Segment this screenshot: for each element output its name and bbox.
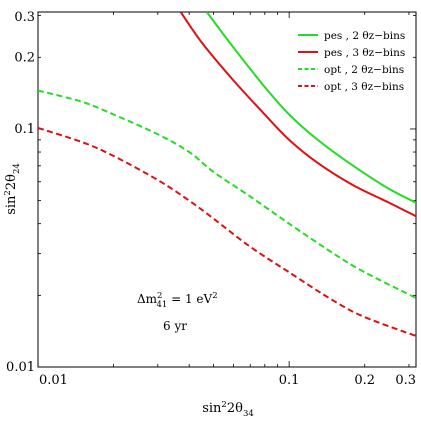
y-axis-label: sin22θ24 bbox=[3, 163, 22, 215]
series-line-2 bbox=[179, 12, 416, 218]
legend-label: opt , 3 θz−bins bbox=[324, 81, 404, 93]
series-group bbox=[38, 12, 416, 337]
legend-label: pes , 2 θz−bins bbox=[324, 30, 405, 42]
series-line-4 bbox=[38, 126, 416, 337]
y-tick-label: 0.2 bbox=[14, 50, 35, 65]
annotation-mass: Δm2 41 = 1 eV2 bbox=[137, 291, 218, 310]
legend: pes , 2 θz−bins pes , 3 θz−bins opt , 2 θz… bbox=[298, 30, 405, 93]
legend-label: opt , 2 θz−bins bbox=[324, 64, 404, 76]
tick-labels: 0.01 0.1 0.2 0.3 0.01 0.1 0.2 0.3 bbox=[6, 10, 416, 388]
plot-background bbox=[37, 11, 417, 368]
y-tick-label: 0.3 bbox=[14, 10, 35, 25]
x-axis-label: sin22θ34 bbox=[202, 400, 254, 419]
x-tick-label: 0.3 bbox=[395, 373, 416, 388]
y-tick-label: 0.01 bbox=[6, 360, 35, 375]
annotation-time: 6 yr bbox=[163, 319, 187, 333]
series-line-3 bbox=[38, 89, 416, 299]
x-tick-label: 0.2 bbox=[354, 373, 375, 388]
x-tick-label: 0.1 bbox=[279, 373, 300, 388]
legend-label: pes , 3 θz−bins bbox=[324, 47, 405, 59]
x-tick-label: 0.01 bbox=[39, 373, 68, 388]
series-line-1 bbox=[205, 12, 416, 204]
y-tick-label: 0.1 bbox=[14, 122, 35, 137]
